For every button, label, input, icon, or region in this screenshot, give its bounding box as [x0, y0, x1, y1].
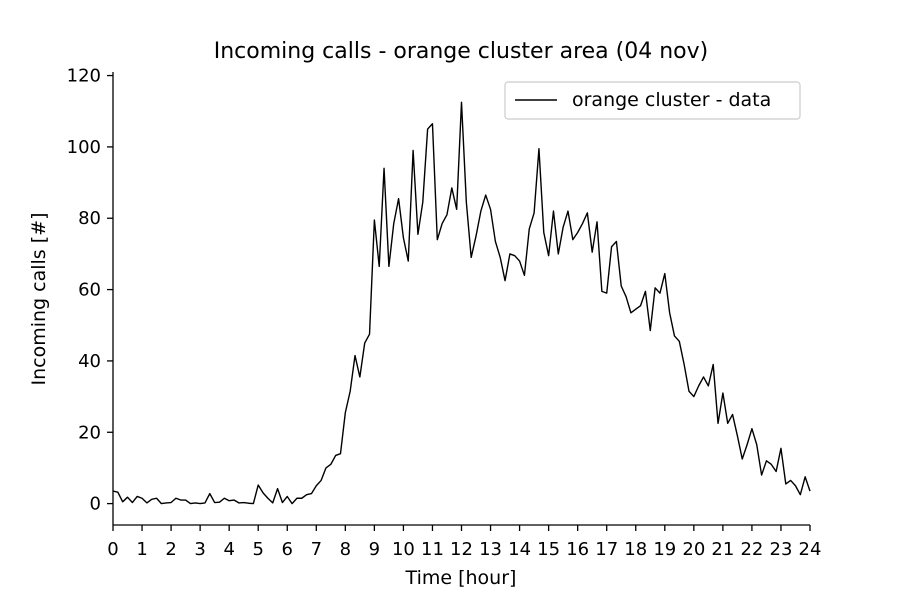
- series-line: [112, 101, 811, 505]
- x-tick-label: 22: [740, 539, 763, 560]
- x-tick-label: 18: [624, 539, 647, 560]
- x-tick-label: 19: [653, 539, 676, 560]
- y-tick-label: 40: [78, 351, 101, 372]
- x-tick-label: 21: [711, 539, 734, 560]
- series-group: [112, 101, 811, 505]
- x-tick-label: 13: [479, 539, 502, 560]
- y-tick-label: 100: [67, 137, 101, 158]
- x-tick-label: 1: [136, 539, 147, 560]
- x-tick-label: 14: [508, 539, 531, 560]
- x-tick-label: 20: [682, 539, 705, 560]
- y-tick-label: 80: [78, 208, 101, 229]
- x-tick-label: 9: [369, 539, 380, 560]
- x-tick-label: 17: [595, 539, 618, 560]
- chart-title: Incoming calls - orange cluster area (04…: [214, 39, 708, 64]
- y-tick-label: 20: [78, 422, 101, 443]
- x-tick-label: 7: [311, 539, 322, 560]
- x-tick-label: 24: [799, 539, 822, 560]
- legend: orange cluster - data: [504, 81, 801, 120]
- x-tick-label: 3: [194, 539, 205, 560]
- y-axis-ticks: 0 20 40 60 80 100 120: [67, 66, 113, 515]
- x-tick-label: 11: [421, 539, 444, 560]
- x-tick-label: 2: [165, 539, 176, 560]
- y-axis-label: Incoming calls [#]: [28, 213, 50, 386]
- x-axis-ticks: 0 1 2 3 4 5 6 7 8 9 10 11 12 13 14 15 16 17 18 19 20 21 22 23 24: [107, 525, 821, 560]
- x-axis-label: Time [hour]: [405, 567, 517, 589]
- x-tick-label: 12: [450, 539, 473, 560]
- x-tick-label: 4: [223, 539, 234, 560]
- x-tick-label: 16: [566, 539, 589, 560]
- y-tick-label: 120: [67, 66, 101, 87]
- x-tick-label: 8: [340, 539, 351, 560]
- x-tick-label: 0: [107, 539, 118, 560]
- x-tick-label: 6: [282, 539, 293, 560]
- y-tick-label: 0: [90, 494, 101, 515]
- y-tick-label: 60: [78, 280, 101, 301]
- legend-label: orange cluster - data: [572, 89, 771, 111]
- x-tick-label: 10: [392, 539, 415, 560]
- x-tick-label: 23: [770, 539, 793, 560]
- legend-box: [504, 81, 801, 120]
- x-tick-label: 5: [252, 539, 263, 560]
- x-tick-label: 15: [537, 539, 560, 560]
